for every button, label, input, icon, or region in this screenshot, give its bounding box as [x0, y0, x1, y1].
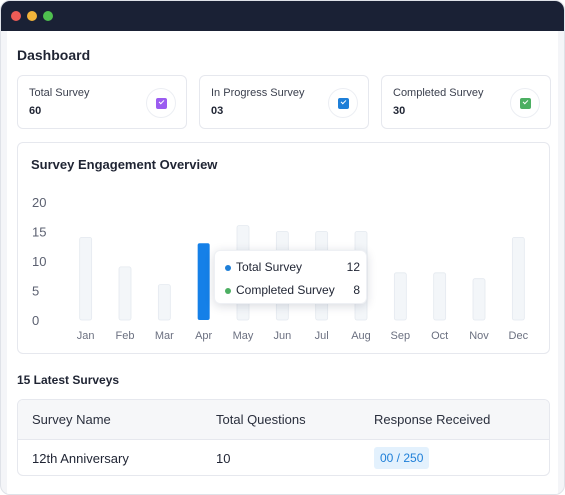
column-header[interactable]: Survey Name	[32, 412, 111, 427]
latest-surveys-title: 15 Latest Surveys	[17, 373, 120, 387]
y-tick-label: 0	[32, 313, 39, 328]
legend-dot	[225, 265, 231, 271]
bar-feb[interactable]	[118, 266, 132, 321]
survey-complete-icon	[510, 88, 540, 118]
survey-icon	[146, 88, 176, 118]
tooltip-row-total: Total Survey 12	[225, 260, 360, 276]
tooltip-label: Completed Survey	[236, 283, 335, 297]
bar-dec[interactable]	[511, 237, 525, 321]
response-badge: 00 / 250	[374, 447, 430, 469]
x-tick-label: Feb	[116, 330, 135, 342]
column-header[interactable]: Total Questions	[216, 412, 306, 427]
x-tick-label: May	[233, 330, 254, 342]
x-tick-label: Apr	[195, 330, 212, 342]
column-header[interactable]: Response Received	[374, 412, 491, 427]
y-tick-label: 5	[32, 284, 39, 299]
page-title: Dashboard	[17, 47, 91, 63]
engagement-chart-card: Survey Engagement Overview 0 5 10 15 20 Jan Fe…	[17, 142, 550, 354]
survey-progress-icon	[328, 88, 358, 118]
table-row[interactable]: 12th Anniversary 10 00 / 250	[18, 440, 549, 475]
table-header: Survey Name Total Questions Response Rec…	[18, 400, 549, 440]
y-tick-label: 20	[32, 195, 46, 210]
bar-nov[interactable]	[472, 278, 486, 321]
stat-card-in-progress[interactable]: In Progress Survey 03	[199, 75, 369, 129]
stat-card-total[interactable]: Total Survey 60	[17, 75, 187, 129]
bar-jan[interactable]	[79, 237, 93, 321]
x-tick-label: Aug	[351, 330, 371, 342]
stat-label: In Progress Survey	[211, 87, 305, 99]
chart-tooltip: Total Survey 12 Completed Survey 8	[214, 250, 367, 304]
total-questions-cell: 10	[216, 451, 231, 466]
x-tick-label: Dec	[509, 330, 529, 342]
legend-dot	[225, 288, 231, 294]
title-bar	[1, 1, 564, 31]
stat-card-completed[interactable]: Completed Survey 30	[381, 75, 551, 129]
x-tick-label: Nov	[469, 330, 489, 342]
close-window-button[interactable]	[11, 11, 21, 21]
stat-value: 60	[29, 105, 42, 117]
y-tick-label: 10	[32, 254, 46, 269]
dashboard-content: Dashboard Total Survey 60 In Progress Su…	[7, 31, 558, 494]
tooltip-value: 8	[353, 283, 360, 297]
bar-apr[interactable]	[197, 243, 210, 320]
latest-surveys-table: Survey Name Total Questions Response Rec…	[17, 399, 550, 476]
maximize-window-button[interactable]	[43, 11, 53, 21]
stat-label: Total Survey	[29, 87, 90, 99]
x-tick-label: Sep	[391, 330, 411, 342]
tooltip-row-completed: Completed Survey 8	[225, 283, 360, 299]
chart-title: Survey Engagement Overview	[31, 157, 218, 172]
x-tick-label: Jan	[77, 330, 95, 342]
bar-sep[interactable]	[393, 272, 407, 321]
x-tick-label: Jul	[315, 330, 329, 342]
bar-mar[interactable]	[157, 284, 171, 321]
x-tick-label: Oct	[431, 330, 448, 342]
stat-value: 30	[393, 105, 406, 117]
x-tick-label: Jun	[273, 330, 291, 342]
x-tick-label: Mar	[155, 330, 174, 342]
tooltip-label: Total Survey	[236, 260, 303, 274]
tooltip-value: 12	[346, 260, 360, 274]
engagement-bar-chart: 0 5 10 15 20 Jan Feb Mar Apr May Jun Jul Aug Sep Oct No…	[32, 195, 529, 342]
bar-oct[interactable]	[433, 272, 447, 321]
stat-label: Completed Survey	[393, 87, 484, 99]
stat-value: 03	[211, 105, 224, 117]
y-tick-label: 15	[32, 225, 46, 240]
minimize-window-button[interactable]	[27, 11, 37, 21]
survey-name-cell[interactable]: 12th Anniversary	[32, 451, 129, 466]
